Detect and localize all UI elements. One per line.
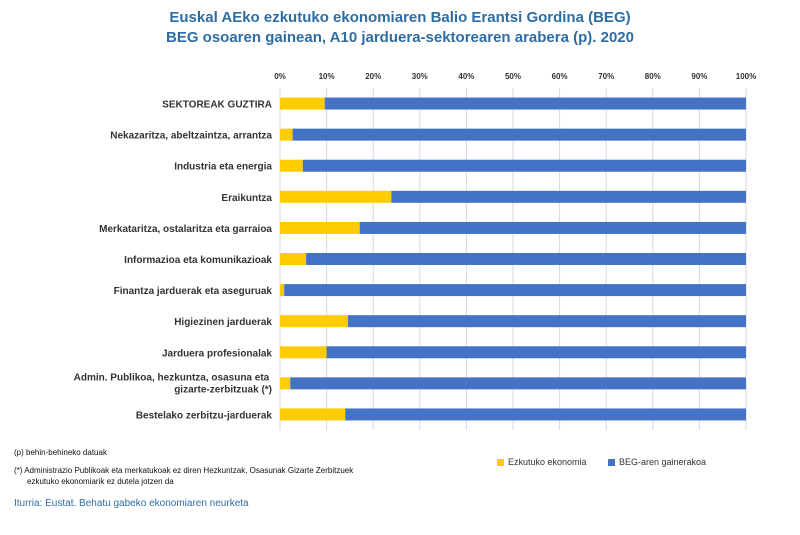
- chart-plot: 0% 10% 20% 30% 40% 50% 60% 70% 80% 90% 100% SEKTORE…: [74, 72, 756, 430]
- x-tick-label: 50%: [505, 72, 521, 81]
- legend-label: BEG-aren gainerakoa: [619, 457, 707, 467]
- bar-hidden-economy: [280, 315, 349, 328]
- source-note: Iturria: Eustat. Behatu gabeko ekonomiar…: [14, 498, 249, 509]
- category-label: Industria eta energia: [174, 162, 272, 173]
- category-label: Higiezinen jarduerak: [174, 317, 272, 328]
- x-tick-label: 70%: [598, 72, 614, 81]
- chart-title: Euskal AEko ezkutuko ekonomiaren Balio E…: [169, 9, 631, 26]
- note-provisional: (p) behin-behineko datuak: [14, 448, 107, 457]
- x-tick-label: 30%: [412, 72, 428, 81]
- bar-rest-of-gva: [324, 97, 746, 110]
- bar-rest-of-gva: [302, 159, 746, 172]
- bar-rest-of-gva: [290, 377, 746, 390]
- x-tick-label: 10%: [319, 72, 335, 81]
- legend-label: Ezkutuko ekonomia: [508, 457, 587, 467]
- bar-hidden-economy: [280, 221, 360, 234]
- chart-subtitle: BEG osoaren gainean, A10 jarduera-sektor…: [166, 29, 634, 46]
- bar-hidden-economy: [280, 159, 303, 172]
- category-label: Finantza jarduerak eta aseguruak: [114, 286, 273, 297]
- bar-rest-of-gva: [292, 128, 746, 141]
- category-label: SEKTOREAK GUZTIRA: [162, 100, 272, 111]
- legend-item-hidden-economy: Ezkutuko ekonomia: [497, 457, 587, 467]
- category-label: Eraikuntza: [221, 193, 272, 204]
- x-tick-label: 40%: [458, 72, 474, 81]
- note-asterisk-continued: ezkutuko ekonomiarik ez dutela jotzen da: [27, 477, 174, 486]
- x-tick-label: 90%: [691, 72, 707, 81]
- x-tick-label: 0%: [274, 72, 286, 81]
- bar-hidden-economy: [280, 190, 392, 203]
- category-label: Jarduera profesionalak: [162, 348, 272, 359]
- bar-hidden-economy: [280, 377, 291, 390]
- category-label: Bestelako zerbitzu-jarduerak: [136, 410, 273, 421]
- bar-rest-of-gva: [345, 408, 746, 421]
- category-label: Merkataritza, ostalaritza eta garraioa: [99, 224, 272, 235]
- bar-rest-of-gva: [348, 315, 746, 328]
- bar-hidden-economy: [280, 97, 325, 110]
- x-tick-label: 60%: [552, 72, 568, 81]
- x-tick-label: 100%: [736, 72, 756, 81]
- bar-rest-of-gva: [391, 190, 746, 203]
- legend-swatch-hidden-economy: [497, 459, 504, 467]
- x-tick-label: 80%: [645, 72, 661, 81]
- bar-hidden-economy: [280, 253, 307, 265]
- bar-hidden-economy: [280, 408, 346, 421]
- bar-rest-of-gva: [326, 346, 746, 359]
- category-label: Informazioa eta komunikazioak: [124, 255, 272, 266]
- bar-rest-of-gva: [284, 284, 746, 297]
- bar-hidden-economy: [280, 346, 327, 359]
- note-asterisk: (*) Administrazio Publikoak eta merkatuk…: [14, 466, 354, 475]
- category-label: Nekazaritza, abeltzaintza, arrantza: [110, 131, 272, 142]
- bar-hidden-economy: [280, 284, 285, 297]
- x-tick-label: 20%: [365, 72, 381, 81]
- bar-hidden-economy: [280, 128, 293, 141]
- category-label: Admin. Publikoa, hezkuntza, osasuna eta …: [74, 372, 272, 395]
- legend-swatch-rest-of-gva: [608, 459, 615, 467]
- bar-rest-of-gva: [359, 221, 746, 234]
- legend-item-rest-of-gva: BEG-aren gainerakoa: [608, 457, 706, 467]
- bar-rest-of-gva: [306, 253, 746, 265]
